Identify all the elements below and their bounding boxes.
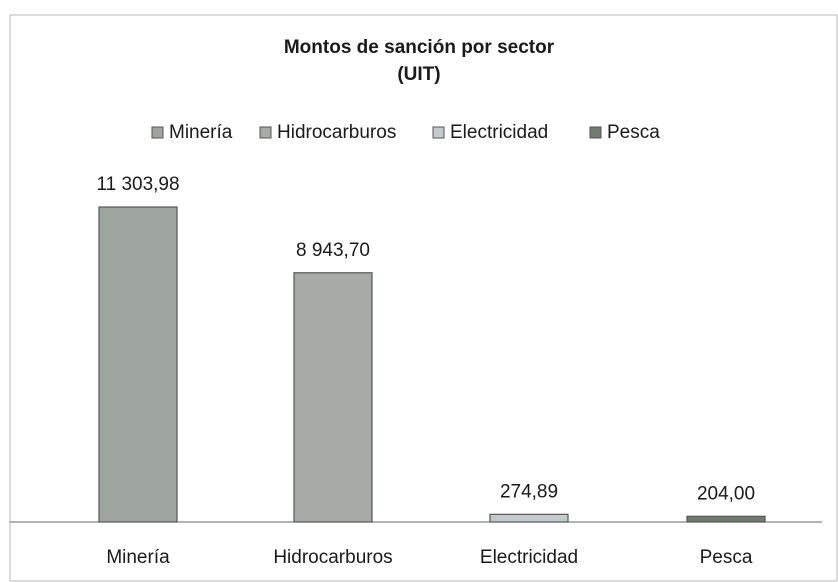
value-label: 8 943,70 bbox=[296, 240, 370, 261]
bar bbox=[98, 206, 178, 523]
bar bbox=[489, 513, 569, 523]
legend-label: Hidrocarburos bbox=[277, 122, 396, 143]
legend-marker bbox=[151, 126, 164, 139]
x-tick-label: Electricidad bbox=[480, 547, 578, 568]
bar bbox=[686, 515, 766, 523]
value-label: 204,00 bbox=[697, 483, 755, 504]
legend-label: Pesca bbox=[607, 122, 660, 143]
x-tick-label: Minería bbox=[106, 547, 170, 568]
chart-subtitle: (UIT) bbox=[397, 64, 440, 85]
x-tick-label: Pesca bbox=[700, 547, 753, 568]
value-label: 11 303,98 bbox=[96, 174, 179, 195]
legend-marker bbox=[589, 126, 602, 139]
value-label: 274,89 bbox=[500, 481, 558, 502]
legend-marker bbox=[432, 126, 445, 139]
bar bbox=[293, 272, 373, 523]
legend-label: Minería bbox=[169, 122, 233, 143]
legend-label: Electricidad bbox=[450, 122, 548, 143]
chart-title: Montos de sanción por sector bbox=[284, 37, 555, 58]
x-tick-label: Hidrocarburos bbox=[273, 547, 392, 568]
legend-marker bbox=[259, 126, 272, 139]
